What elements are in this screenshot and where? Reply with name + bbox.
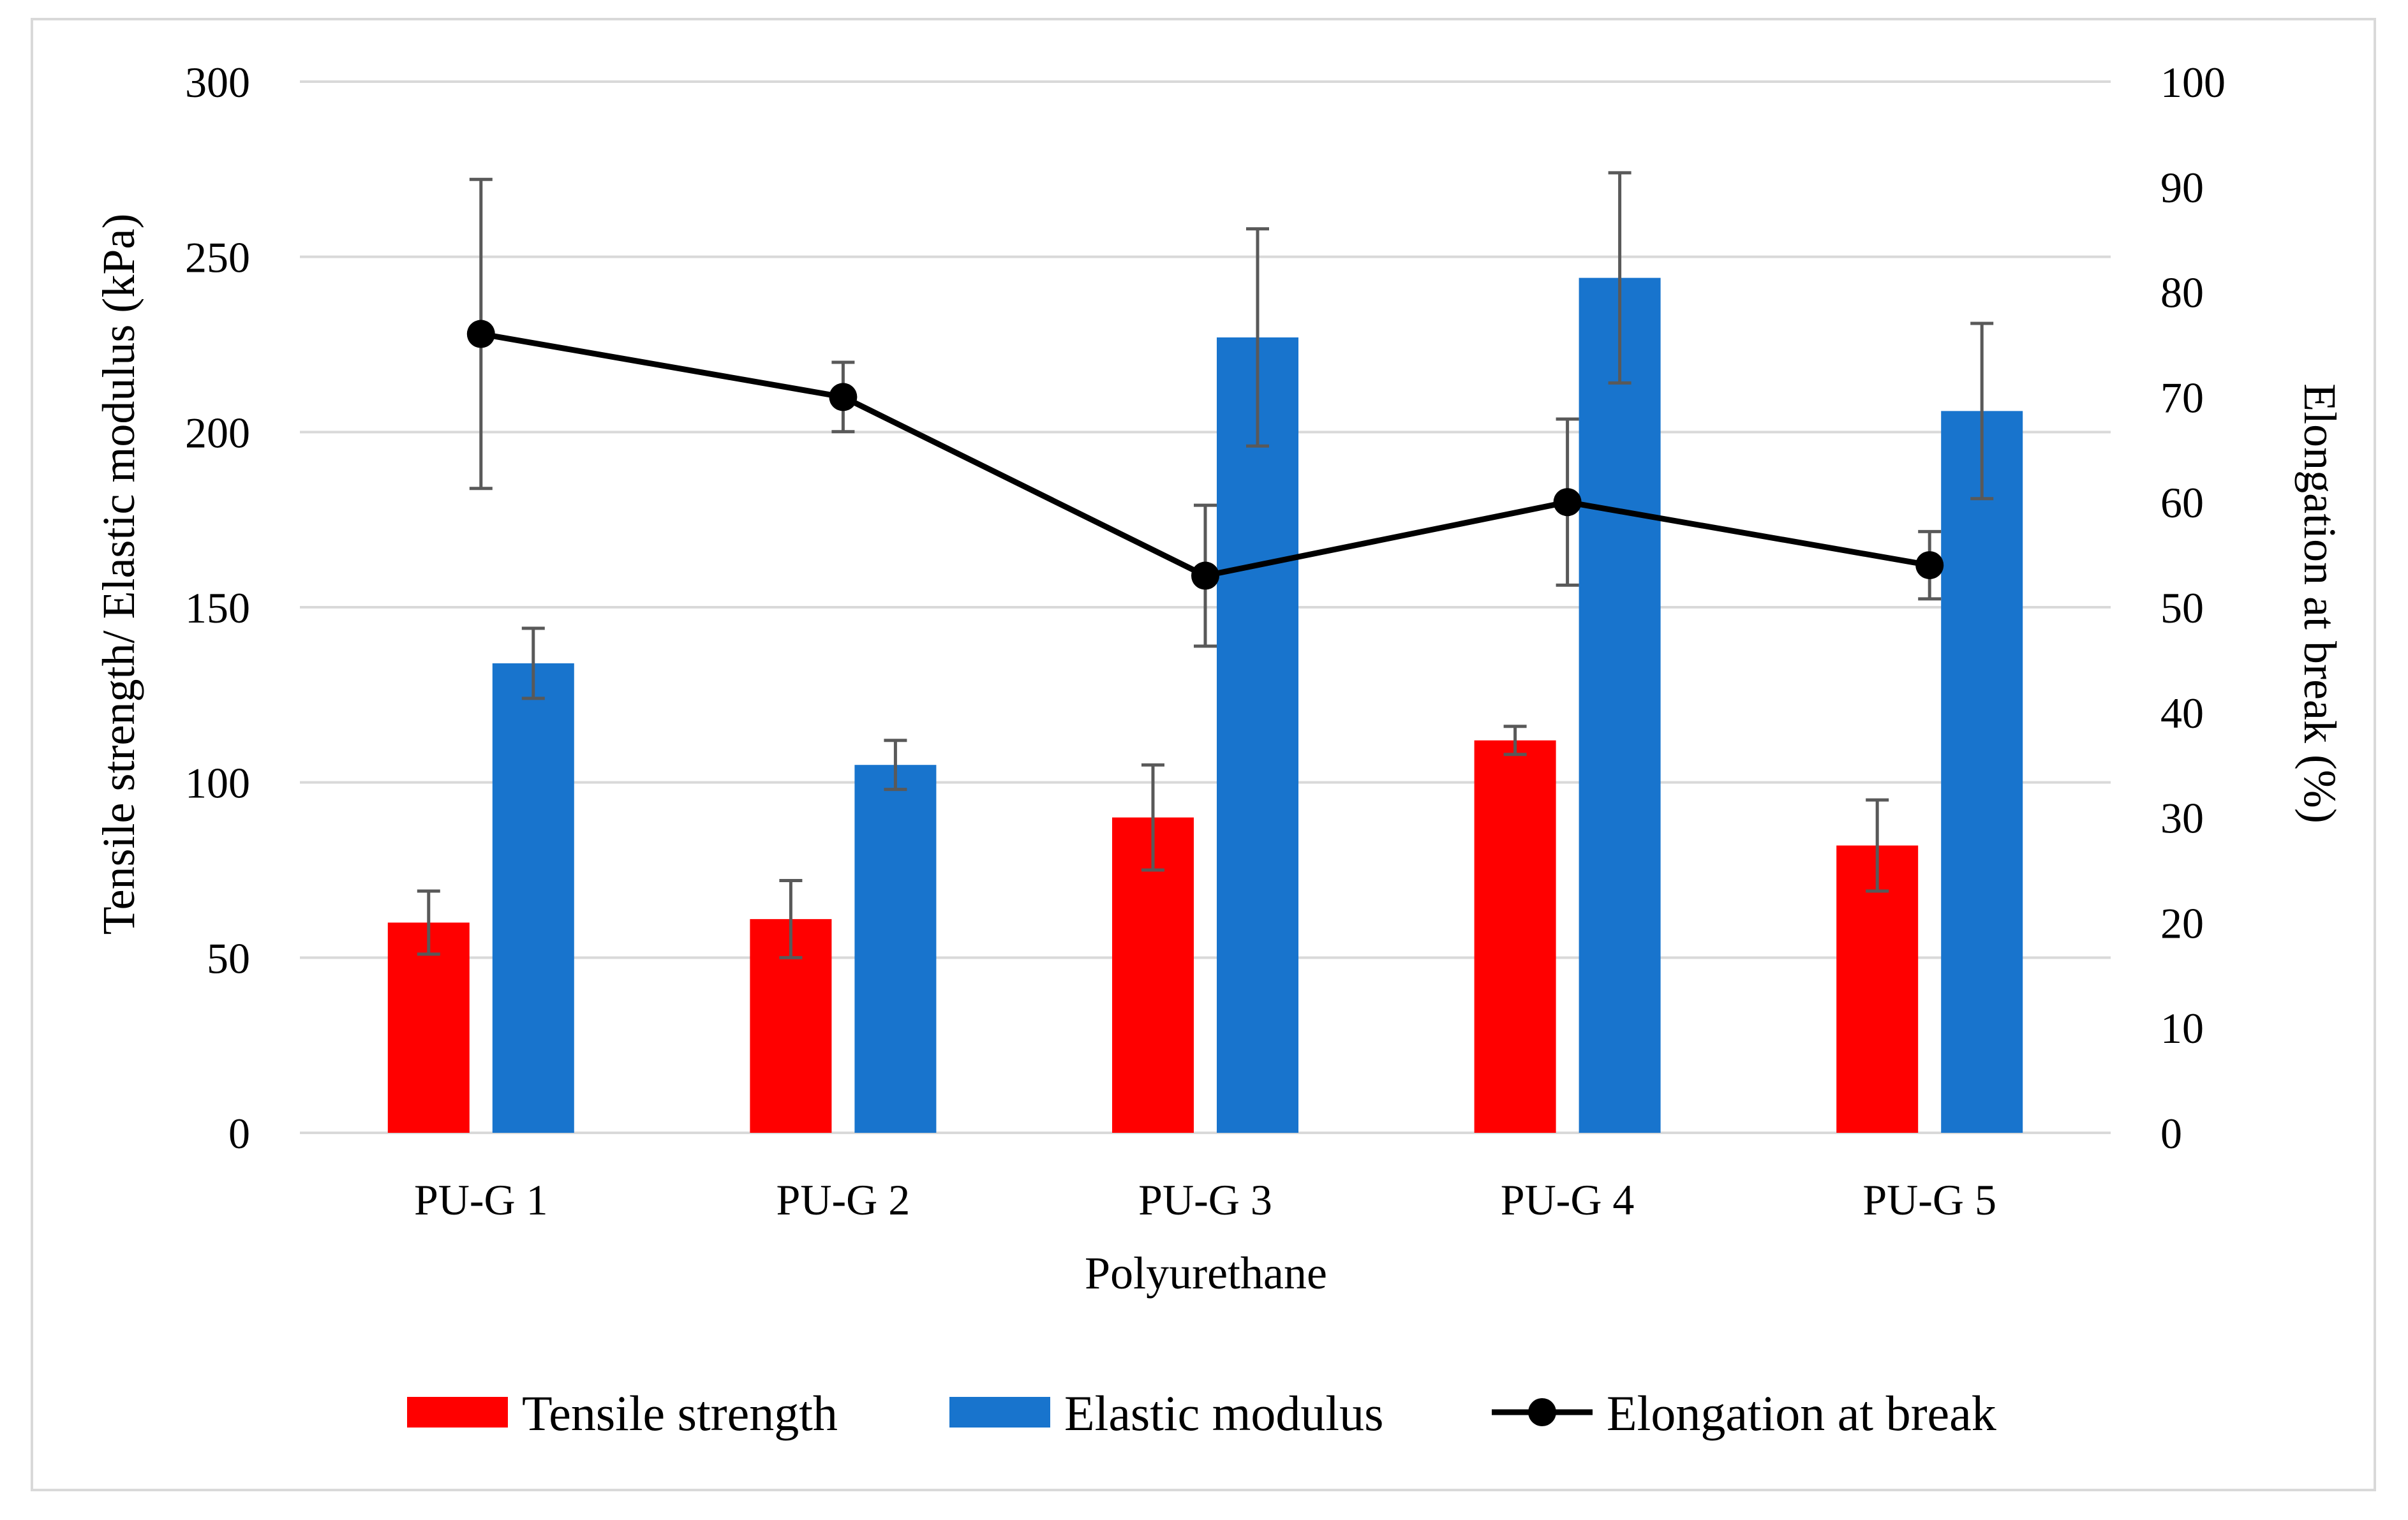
y-tick-label: 50	[207, 934, 250, 982]
error-bar	[779, 878, 803, 959]
right-axis-ticks: 0 10 20 30 40 50 60 70 80 90 100	[2160, 58, 2226, 1158]
legend-swatch-elongation-marker	[1528, 1398, 1556, 1426]
chart-frame	[31, 18, 2376, 1491]
y-tick-label: 0	[228, 1109, 250, 1158]
y2-tick-label: 70	[2160, 373, 2204, 422]
elongation-point	[1915, 551, 1944, 580]
y2-tick-label: 100	[2160, 58, 2226, 107]
x-tick-label: PU-G 1	[414, 1176, 548, 1224]
error-bar	[1866, 798, 1889, 893]
elongation-point	[829, 383, 858, 411]
bar-elastic-modulus	[854, 765, 937, 1133]
error-bar	[1141, 763, 1164, 872]
y-tick-label: 250	[185, 233, 250, 282]
y-tick-label: 150	[185, 584, 250, 632]
error-bar	[1246, 227, 1269, 448]
y2-tick-label: 10	[2160, 1004, 2204, 1052]
y2-axis-title: Elongation at break (%)	[2294, 383, 2345, 823]
y-tick-label: 200	[185, 408, 250, 457]
y2-tick-label: 30	[2160, 794, 2204, 843]
line-series	[466, 177, 1944, 648]
error-bar	[417, 889, 440, 956]
left-axis-ticks: 0 50 100 150 200 250 300	[185, 58, 250, 1158]
elongation-point	[466, 320, 495, 348]
elongation-point	[1191, 561, 1219, 590]
x-tick-label: PU-G 4	[1501, 1176, 1635, 1224]
y2-tick-label: 90	[2160, 163, 2204, 212]
gridlines	[300, 80, 2111, 1134]
y2-tick-label: 50	[2160, 584, 2204, 632]
error-bar	[1503, 725, 1527, 756]
bar-tensile-strength	[1474, 740, 1556, 1133]
y-tick-label: 100	[185, 759, 250, 808]
legend-swatch-modulus	[949, 1397, 1050, 1428]
legend-label-modulus[interactable]: Elastic modulus	[1064, 1385, 1383, 1441]
y2-tick-label: 80	[2160, 269, 2204, 317]
bar-elastic-modulus	[1217, 337, 1298, 1133]
legend-label-tensile[interactable]: Tensile strength	[522, 1385, 838, 1441]
bar-series	[387, 277, 2023, 1133]
error-bar	[521, 626, 545, 700]
y2-tick-label: 60	[2160, 478, 2204, 527]
error-bar	[884, 739, 907, 792]
bar-tensile-strength	[387, 922, 470, 1133]
x-axis-ticks: PU-G 1 PU-G 2 PU-G 3 PU-G 4 PU-G 5	[414, 1176, 1996, 1224]
x-tick-label: PU-G 3	[1138, 1176, 1272, 1224]
y-tick-label: 300	[185, 58, 250, 107]
bar-elastic-modulus	[492, 663, 574, 1133]
bar-elastic-modulus	[1579, 277, 1661, 1133]
legend-swatch-tensile	[407, 1397, 508, 1428]
legend-label-elongation[interactable]: Elongation at break	[1607, 1385, 1996, 1441]
bar-elastic-modulus	[1941, 411, 2023, 1133]
y-axis-title: Tensile strength/ Elastic modulus (kPa)	[93, 214, 144, 935]
legend: Tensile strength Elastic modulus Elongat…	[407, 1385, 1996, 1441]
error-bar	[1970, 321, 1994, 501]
y2-tick-label: 40	[2160, 689, 2204, 737]
x-tick-label: PU-G 2	[777, 1176, 910, 1224]
elongation-point	[1553, 488, 1582, 517]
error-bar	[1608, 171, 1631, 385]
x-tick-label: PU-G 5	[1862, 1176, 1996, 1224]
bar-tensile-strength	[1836, 845, 1919, 1133]
x-axis-title: Polyurethane	[1085, 1248, 1327, 1299]
y2-tick-label: 20	[2160, 899, 2204, 947]
y2-tick-label: 0	[2160, 1109, 2182, 1158]
error-bars	[417, 171, 1994, 959]
